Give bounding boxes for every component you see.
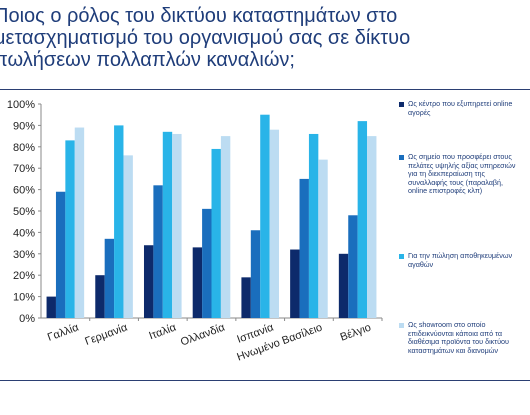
legend-label: Ως σημείο που προσφέρει στους πελάτες υψ… [408,152,516,196]
x-tick-label: Ηνωμένο Βασίλειο [235,322,324,364]
legend-swatch [399,254,404,259]
y-tick-label: 100% [7,99,35,111]
x-tick-label: Ιταλία [147,321,178,342]
legend-label: Για την πώληση αποθηκευμένων αγαθών [408,251,513,269]
bar [348,215,358,318]
x-tick-label: Γερμανία [83,321,129,348]
bar [220,136,231,318]
bar [143,245,154,318]
bar [114,125,124,319]
bar [357,121,368,319]
y-tick-label: 50% [13,206,35,218]
bar [260,114,270,318]
bar [290,249,300,318]
bar [318,159,328,318]
y-tick-label: 20% [13,270,35,282]
y-tick-label: 90% [13,120,35,132]
legend-item: Ως σημείο που προσφέρει στους πελάτες υψ… [399,152,524,196]
bar [74,127,85,318]
legend-swatch [399,323,404,328]
bar [338,253,349,318]
y-tick-label: 10% [13,292,35,304]
bar [65,140,75,318]
bar [202,208,212,318]
bar [250,230,261,318]
bar [123,155,133,318]
legend-item: Ως κέντρο που εξυπηρετεί online αγορές [399,99,524,117]
legend-swatch [399,155,404,160]
x-tick-label: Βέλγιο [339,322,373,344]
y-tick-label: 40% [13,227,35,239]
bar [172,133,182,318]
bar [241,277,251,318]
bar [104,238,115,318]
bar [367,136,377,318]
y-tick-label: 80% [13,142,35,154]
bar [153,185,163,318]
y-tick-label: 0% [19,313,35,325]
y-tick-label: 30% [13,249,35,261]
bar [308,133,319,318]
x-tick-label: Ολλανδία [179,321,227,348]
x-tick-label: Γαλλία [46,321,81,344]
legend-item: Για την πώληση αποθηκευμένων αγαθών [399,251,524,269]
legend-label: Ως κέντρο που εξυπηρετεί online αγορές [408,99,513,117]
bar [299,178,309,318]
y-tick-label: 70% [13,163,35,175]
legend-item: Ως showroom στο οποίο επιδεικνύονται κάπ… [399,320,524,355]
bar [211,148,221,318]
bar [46,296,56,318]
footer-divider [0,380,530,381]
bar [192,247,203,318]
chart-title: Ποιος ο ρόλος του δικτύου καταστημάτων σ… [0,5,411,71]
legend-label: Ως showroom στο οποίο επιδεικνύονται κάπ… [408,320,509,355]
bar [162,131,173,318]
title-divider [0,89,530,90]
bar [269,129,280,318]
bar [95,275,105,318]
y-tick-label: 60% [13,185,35,197]
legend-swatch [399,102,404,107]
bar [55,191,66,318]
